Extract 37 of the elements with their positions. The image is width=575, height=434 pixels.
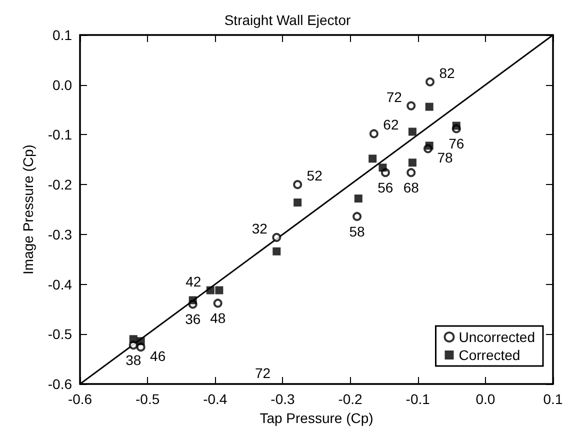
annotation: 46 — [150, 348, 166, 364]
y-tick-label: -0.3 — [48, 226, 72, 242]
y-tick-label: -0.5 — [48, 326, 72, 342]
annotation: 72 — [255, 365, 271, 381]
annotation: 48 — [210, 310, 226, 326]
annotation: 56 — [378, 180, 394, 196]
y-tick-label: -0.2 — [48, 176, 72, 193]
legend-label: Uncorrected — [458, 329, 536, 345]
annotation: 82 — [439, 64, 456, 81]
annotation: 68 — [403, 180, 420, 196]
y-tick-label: -0.4 — [48, 276, 72, 292]
x-tick-label: -0.6 — [68, 391, 92, 407]
annotation: 38 — [126, 352, 142, 368]
chart-title: Straight Wall Ejector — [224, 12, 351, 28]
y-axis-title: Image Pressure (Cp) — [20, 144, 36, 274]
x-tick-label: -0.3 — [270, 391, 295, 407]
annotation: 76 — [448, 136, 464, 152]
annotation: 72 — [386, 88, 402, 105]
x-tick-label: 0.0 — [476, 391, 496, 407]
x-tick-label: 0.1 — [543, 391, 563, 407]
annotation: 36 — [185, 311, 201, 328]
annotation: 78 — [437, 150, 453, 166]
x-tick-label: -0.4 — [203, 391, 228, 407]
annotation: 32 — [252, 220, 268, 236]
x-tick-label: -0.2 — [338, 391, 363, 407]
y-tick-label: -0.1 — [48, 126, 72, 143]
x-tick-label: -0.1 — [406, 391, 430, 407]
annotation: 62 — [383, 116, 399, 133]
x-tick-label: -0.5 — [136, 391, 160, 407]
y-tick-label: -0.6 — [48, 376, 72, 392]
legend-label: Corrected — [458, 347, 520, 363]
annotation: 52 — [306, 168, 323, 184]
y-tick-label: 0.0 — [52, 76, 72, 93]
annotation: 42 — [186, 273, 202, 290]
y-tick-label: 0.1 — [52, 27, 72, 43]
annotation: 58 — [349, 223, 366, 240]
x-axis-title: Tap Pressure (Cp) — [260, 410, 374, 426]
